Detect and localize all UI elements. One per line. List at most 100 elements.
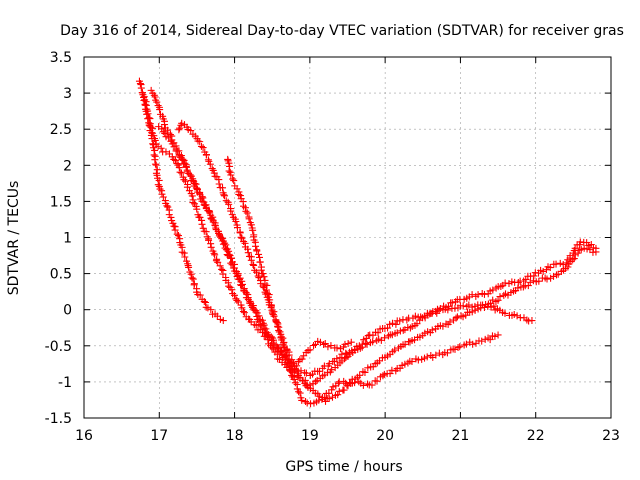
data-point	[199, 144, 207, 152]
data-point	[211, 251, 219, 259]
data-point	[335, 387, 343, 395]
data-point	[452, 314, 460, 322]
data-point	[185, 263, 193, 271]
data-point	[368, 381, 376, 389]
data-point	[359, 381, 367, 389]
data-point	[373, 377, 381, 385]
data-point	[263, 289, 271, 297]
data-point	[262, 325, 270, 333]
data-point	[274, 322, 282, 330]
data-point	[147, 123, 155, 131]
y-tick-label: 0.5	[50, 267, 72, 283]
data-point	[168, 140, 176, 148]
data-point	[166, 131, 174, 139]
data-point	[233, 224, 241, 232]
data-point	[494, 296, 502, 304]
data-point	[340, 386, 348, 394]
data-point	[486, 336, 494, 344]
data-point	[528, 317, 536, 325]
data-point	[333, 355, 341, 363]
data-point	[333, 344, 341, 352]
data-point	[171, 226, 179, 234]
data-point	[454, 344, 462, 352]
data-point	[230, 291, 238, 299]
data-point	[247, 256, 255, 264]
data-point	[171, 156, 179, 164]
data-point	[344, 340, 352, 348]
data-point	[176, 168, 184, 176]
data-point	[469, 340, 477, 348]
data-point	[324, 343, 332, 351]
data-point	[197, 142, 205, 150]
data-point	[580, 244, 588, 252]
data-point	[494, 331, 502, 339]
data-point	[347, 338, 355, 346]
data-point	[233, 296, 241, 304]
data-point	[170, 143, 178, 151]
data-point	[187, 127, 195, 135]
data-point	[250, 261, 258, 269]
data-point	[468, 291, 476, 299]
series-arc-2	[138, 89, 536, 389]
data-point	[530, 272, 538, 280]
data-point	[151, 160, 159, 168]
data-point	[523, 316, 531, 324]
data-point	[275, 326, 283, 334]
data-point	[237, 233, 245, 241]
data-point	[459, 302, 467, 310]
data-point	[221, 239, 229, 247]
data-point	[559, 261, 567, 269]
data-point	[432, 351, 440, 359]
data-point	[170, 155, 178, 163]
data-point	[219, 184, 227, 192]
data-point	[302, 398, 310, 406]
data-point	[243, 209, 251, 217]
data-point	[543, 275, 551, 283]
data-point	[269, 311, 277, 319]
data-point	[225, 282, 233, 290]
data-point	[446, 318, 454, 326]
data-point	[260, 321, 268, 329]
data-point	[238, 304, 246, 312]
data-point	[199, 224, 207, 232]
data-point	[225, 247, 233, 255]
data-point	[227, 171, 235, 179]
data-point	[296, 374, 304, 382]
data-point	[173, 160, 181, 168]
data-point	[244, 294, 252, 302]
data-point	[138, 89, 146, 97]
data-point	[323, 369, 331, 377]
data-point	[146, 120, 154, 128]
x-tick-label: 23	[602, 428, 620, 444]
data-point	[255, 250, 263, 258]
data-point	[200, 201, 208, 209]
data-point	[249, 226, 257, 234]
data-point	[174, 232, 182, 240]
data-point	[254, 272, 262, 280]
data-point	[145, 114, 153, 122]
data-point	[379, 372, 387, 380]
data-point	[474, 291, 482, 299]
data-point	[189, 275, 197, 283]
data-point	[361, 368, 369, 376]
data-point	[239, 307, 247, 315]
data-point	[287, 367, 295, 375]
data-point	[193, 205, 201, 213]
data-point	[513, 312, 521, 320]
data-point	[259, 319, 267, 327]
data-point	[322, 397, 330, 405]
data-point	[334, 379, 342, 387]
data-point	[201, 201, 209, 209]
data-point	[151, 156, 159, 164]
data-point	[202, 228, 210, 236]
y-tick-label: 1	[63, 231, 72, 247]
data-point	[209, 218, 217, 226]
data-point	[392, 320, 400, 328]
data-point	[259, 270, 267, 278]
data-point	[240, 309, 248, 317]
data-point	[252, 242, 260, 250]
data-point	[181, 253, 189, 261]
x-axis-label: GPS time / hours	[285, 459, 402, 475]
